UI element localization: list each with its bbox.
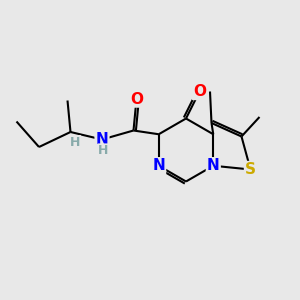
Text: N: N (207, 158, 220, 173)
Text: O: O (193, 84, 206, 99)
Text: N: N (96, 132, 108, 147)
Text: H: H (70, 136, 80, 149)
Text: O: O (130, 92, 143, 106)
Text: N: N (152, 158, 165, 173)
Text: S: S (245, 162, 256, 177)
Text: H: H (98, 144, 109, 158)
